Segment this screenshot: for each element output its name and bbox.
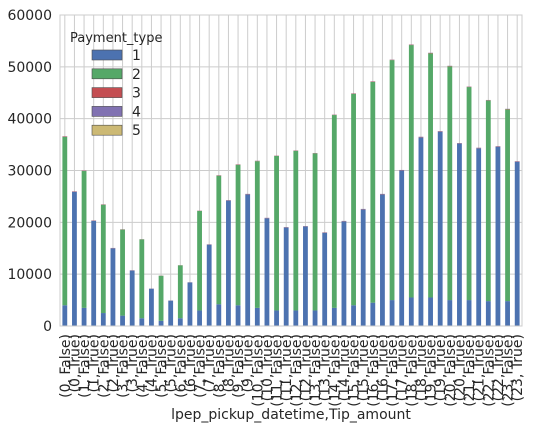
bar-segment-1-30 [351,305,356,326]
bar-segment-1-11 [168,301,173,326]
legend-swatch-2 [92,69,122,79]
bar-segment-1-14 [197,310,202,326]
bar-segment-2-16 [216,176,221,305]
bar-segment-1-16 [216,304,221,326]
bar-segment-1-33 [380,194,385,326]
y-tick-label: 10000 [7,267,52,283]
legend-label-3: 3 [132,86,141,102]
bar-segment-1-37 [419,137,424,326]
bar-segment-1-40 [447,300,452,326]
legend-swatch-3 [92,88,122,98]
bar-segment-1-46 [505,301,510,326]
legend-label-1: 1 [132,48,141,64]
bar-segment-1-44 [486,301,491,326]
bar-segment-1-24 [293,310,298,326]
bar-segment-2-14 [197,211,202,311]
bar-segment-1-34 [390,300,395,326]
bar-segment-1-17 [226,201,231,326]
legend-title: Payment_type [70,31,162,46]
bar-segment-1-39 [438,132,443,326]
x-axis-label: lpep_pickup_datetime,Tip_amount [171,407,411,423]
bar-segment-2-38 [428,53,433,297]
bar-segment-2-40 [447,66,452,300]
bar-segment-1-28 [332,308,337,326]
bar-segment-1-32 [370,303,375,326]
bar-segment-1-7 [130,271,135,326]
bar-segment-2-42 [467,87,472,300]
bar-segment-1-13 [188,282,193,326]
legend-swatch-4 [92,106,122,116]
bar-segment-1-5 [111,248,116,326]
bar-segment-1-41 [457,144,462,326]
bar-segment-2-2 [82,171,87,308]
bar-segment-2-34 [390,60,395,300]
bar-segment-1-4 [101,313,106,326]
y-axis-ticks: 0 10000 20000 30000 40000 50000 60000 [7,8,52,335]
bar-segment-2-36 [409,45,414,297]
legend-label-2: 2 [132,67,141,83]
bar-segment-1-12 [178,318,183,326]
y-tick-label: 40000 [7,112,52,128]
bar-segment-2-46 [505,109,510,301]
y-tick-label: 60000 [7,8,52,24]
bar-segment-1-21 [265,218,270,326]
bar-segment-1-22 [274,310,279,326]
bar-segment-1-15 [207,245,212,326]
bar-segment-1-36 [409,297,414,326]
bar-segment-2-8 [139,239,144,318]
bar-segment-2-28 [332,115,337,308]
x-tick-label: (23, True) [510,334,526,401]
bar-segment-1-3 [91,221,96,326]
bar-segment-1-8 [139,318,144,326]
bar-segment-2-0 [62,137,67,305]
bar-segment-1-43 [476,148,481,326]
bar-segment-1-47 [515,162,520,326]
bar-segment-2-18 [236,165,241,305]
bar-segment-2-6 [120,230,125,316]
bar-segment-2-24 [293,151,298,311]
legend-label-4: 4 [132,104,141,120]
bar-segment-1-29 [342,221,347,326]
bar-segment-1-31 [361,209,366,326]
bar-segment-1-23 [284,228,289,326]
y-tick-label: 20000 [7,215,52,231]
bar-segment-1-27 [322,233,327,326]
bar-segment-2-44 [486,101,491,302]
legend-swatch-5 [92,125,122,135]
bar-segment-1-2 [82,308,87,326]
bar-segment-1-1 [72,192,77,326]
bar-segment-2-10 [159,276,164,321]
bar-segment-2-22 [274,156,279,310]
bar-segment-1-10 [159,321,164,326]
legend-swatch-1 [92,50,122,60]
legend-label-5: 5 [132,123,141,139]
bar-segment-2-26 [313,153,318,310]
bar-segment-1-18 [236,305,241,326]
bar-segment-1-38 [428,297,433,326]
bar-segment-1-19 [245,194,250,326]
y-tick-label: 0 [43,319,52,335]
y-tick-label: 30000 [7,164,52,180]
x-axis-ticks: (0, False)(0, True)(1, False)(1, True)(2… [58,334,526,407]
bar-segment-2-20 [255,161,260,308]
bar-segment-1-26 [313,310,318,326]
bar-segment-1-0 [62,305,67,326]
bar-segment-1-42 [467,300,472,326]
bar-segment-1-45 [496,147,501,326]
bar-segment-1-20 [255,308,260,326]
bar-segment-1-25 [303,226,308,326]
bar-segment-1-9 [149,289,154,326]
bar-segment-2-30 [351,94,356,305]
bar-segment-1-35 [399,171,404,327]
y-tick-label: 50000 [7,60,52,76]
bar-segment-2-4 [101,205,106,313]
bar-segment-2-32 [370,82,375,303]
bar-segment-2-12 [178,265,183,318]
bar-segment-1-6 [120,316,125,326]
